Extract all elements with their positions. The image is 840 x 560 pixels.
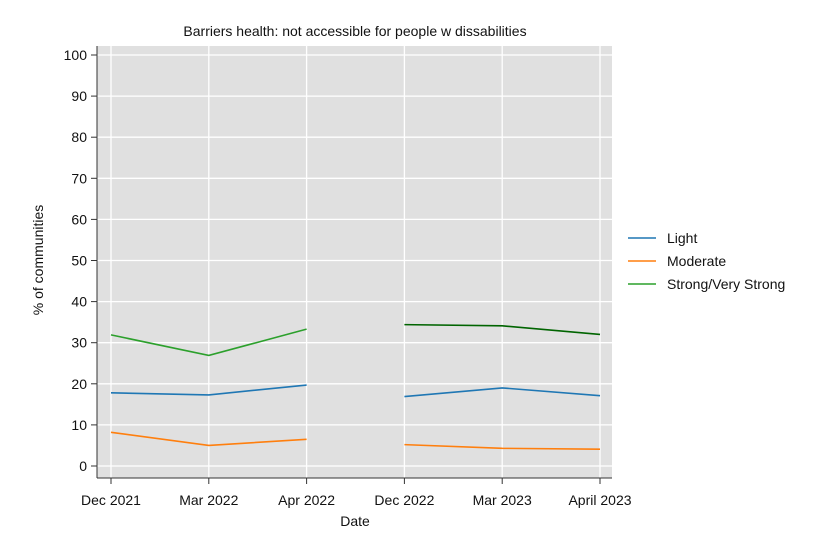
y-tick-label: 30 — [71, 335, 87, 351]
x-tick-label: Mar 2023 — [473, 492, 532, 508]
y-tick-label: 0 — [79, 458, 87, 474]
y-tick-label: 10 — [71, 417, 87, 433]
series-lines — [110, 323, 601, 450]
x-tick-label: Apr 2022 — [278, 492, 335, 508]
chart-title: Barriers health: not accessible for peop… — [183, 23, 526, 39]
y-tick-label: 40 — [71, 294, 87, 310]
y-tick-label: 70 — [71, 170, 87, 186]
x-tick-label: Dec 2021 — [81, 492, 141, 508]
plot-area — [97, 46, 612, 478]
legend-label: Strong/Very Strong — [667, 276, 785, 292]
series-line-0-segment-1 — [404, 387, 601, 398]
y-tick-label: 60 — [71, 211, 87, 227]
y-tick-label: 20 — [71, 376, 87, 392]
x-axis-title: Date — [340, 513, 370, 529]
series-line-1-segment-1 — [404, 443, 601, 450]
x-tick-label: Mar 2022 — [179, 492, 238, 508]
legend-label: Light — [667, 230, 697, 246]
y-tick-label: 50 — [71, 253, 87, 269]
x-tick-label: April 2023 — [568, 492, 631, 508]
legend: Light Moderate Strong/Very Strong — [628, 230, 785, 292]
series-line-0-segment-0 — [110, 384, 307, 396]
x-axis: Dec 2021 Mar 2022 Apr 2022 Dec 2022 Mar 2023… — [81, 477, 632, 508]
series-line-1-segment-0 — [110, 431, 307, 447]
y-tick-label: 100 — [64, 47, 88, 63]
grid — [97, 46, 612, 478]
y-axis: 0 10 20 30 40 50 60 70 80 90 100 — [64, 46, 98, 478]
x-tick-label: Dec 2022 — [374, 492, 434, 508]
y-axis-title: % of communities — [30, 205, 46, 315]
y-tick-label: 90 — [71, 88, 87, 104]
series-line-2-segment-1 — [404, 323, 601, 336]
series-line-2-segment-0 — [110, 328, 307, 357]
y-tick-label: 80 — [71, 129, 87, 145]
legend-label: Moderate — [667, 253, 726, 269]
